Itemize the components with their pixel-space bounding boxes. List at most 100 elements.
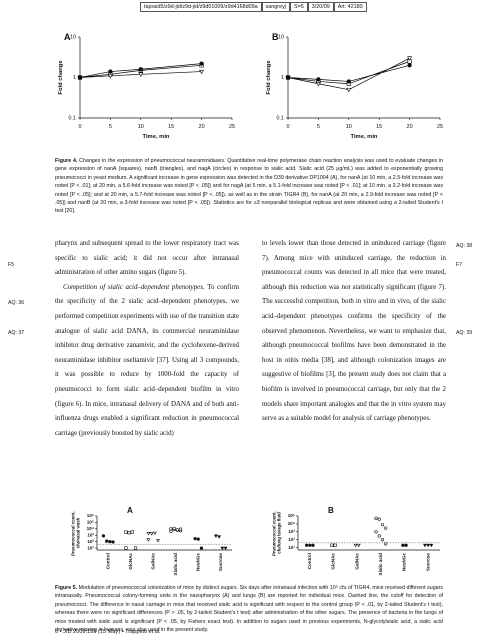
series-line bbox=[287, 57, 410, 91]
subheading: Competition of sialic acid–dependent phe… bbox=[63, 283, 205, 291]
data-point bbox=[404, 543, 408, 547]
y-tick-label: 10 bbox=[70, 34, 76, 40]
y-tick-label: 10³ bbox=[288, 529, 295, 534]
margin-note: AQ: 36 bbox=[8, 300, 25, 306]
margin-note: AQ: 38 bbox=[456, 243, 473, 249]
paragraph: to levels lower than those detected in u… bbox=[262, 240, 446, 423]
data-point bbox=[130, 530, 134, 534]
header-tag: S=5 bbox=[289, 2, 308, 12]
caption-label: Figure 5. bbox=[55, 585, 78, 591]
x-tick-label: 0 bbox=[286, 124, 289, 130]
series-line bbox=[79, 64, 202, 78]
data-point bbox=[356, 543, 361, 548]
category-label: Sucrose bbox=[218, 553, 223, 572]
data-point bbox=[108, 540, 112, 544]
data-point bbox=[124, 530, 128, 534]
paragraph: Competition of sialic acid–dependent phe… bbox=[55, 281, 239, 442]
header-tag: tapraid5/z9d-jid/z9d-jid/z9d01009/z9d416… bbox=[140, 2, 262, 12]
y-tick-label: 10⁴ bbox=[288, 521, 296, 526]
data-point bbox=[407, 56, 413, 61]
data-point bbox=[426, 543, 431, 548]
data-point bbox=[146, 538, 151, 542]
category-label: GlcNAc bbox=[128, 553, 133, 570]
proof-header: tapraid5/z9d-jid/z9d-jid/z9d01009/z9d416… bbox=[140, 2, 367, 12]
data-point bbox=[401, 543, 405, 547]
y-tick-label: 1 bbox=[281, 75, 284, 81]
page-footer: 6 • JID 2009:199 (15 May) • Trappetti et… bbox=[55, 629, 161, 635]
data-point bbox=[316, 77, 321, 82]
data-point bbox=[199, 69, 205, 75]
figure-caption: Figure 4. Changes in the expression of p… bbox=[55, 157, 443, 216]
category-label: Sucrose bbox=[425, 553, 430, 572]
x-tick-label: 25 bbox=[229, 124, 235, 130]
data-point bbox=[101, 534, 106, 538]
y-tick-label: 10⁵ bbox=[87, 520, 94, 525]
data-point bbox=[315, 82, 321, 87]
panel-label: A bbox=[127, 506, 133, 515]
header-tag: 3/20/09 bbox=[307, 2, 334, 12]
category-label: Sialic acid bbox=[378, 553, 383, 576]
data-point bbox=[374, 530, 378, 534]
data-point bbox=[138, 72, 144, 77]
data-point bbox=[377, 517, 381, 521]
data-point bbox=[138, 67, 143, 72]
y-tick-label: 10¹ bbox=[288, 545, 295, 550]
paragraph: pharynx and subsequent spread to the low… bbox=[55, 240, 239, 277]
data-point bbox=[285, 75, 291, 80]
data-point bbox=[193, 536, 197, 541]
category-label: GalNAc bbox=[354, 553, 359, 570]
series-line bbox=[287, 64, 410, 82]
data-point bbox=[108, 69, 113, 74]
x-tick-label: 5 bbox=[109, 124, 112, 130]
x-axis-label: Time, min bbox=[143, 134, 170, 140]
data-point bbox=[127, 531, 131, 535]
body-column: to levels lower than those detected in u… bbox=[262, 237, 446, 427]
data-point bbox=[111, 540, 115, 544]
data-point bbox=[407, 63, 412, 68]
margin-note: AQ: 37 bbox=[8, 330, 25, 336]
y-tick-label: 10¹ bbox=[87, 545, 94, 550]
category-label: Control bbox=[105, 553, 110, 569]
y-tick-label: 10 bbox=[278, 34, 284, 40]
header-tag: Art: 42180 bbox=[333, 2, 367, 12]
y-axis-label: Fold change bbox=[58, 60, 64, 95]
figure-caption: Figure 5. Modulation of pneumococcal col… bbox=[55, 584, 443, 634]
data-point bbox=[330, 543, 334, 547]
data-point bbox=[333, 543, 337, 547]
y-axis-label: Pneumococcal count, cfu/lung lavage flui… bbox=[271, 510, 281, 556]
x-tick-label: 10 bbox=[346, 124, 352, 130]
data-point bbox=[380, 523, 385, 527]
data-point bbox=[107, 74, 113, 79]
data-point bbox=[169, 527, 173, 531]
category-label: GlcNAc bbox=[331, 553, 336, 570]
data-point bbox=[377, 534, 381, 538]
y-tick-label: 10² bbox=[288, 537, 295, 542]
data-point bbox=[213, 534, 218, 538]
data-point bbox=[305, 543, 309, 547]
data-point bbox=[311, 543, 315, 547]
caption-label: Figure 4. bbox=[55, 158, 78, 164]
data-point bbox=[178, 527, 183, 531]
series-line bbox=[79, 71, 202, 78]
data-point bbox=[220, 546, 225, 551]
data-point bbox=[384, 526, 388, 530]
y-tick-label: 1 bbox=[73, 75, 76, 81]
y-tick-label: 10³ bbox=[87, 532, 94, 537]
body-column: pharynx and subsequent spread to the low… bbox=[55, 237, 239, 441]
x-tick-label: 10 bbox=[138, 124, 144, 130]
category-label: NeuNGc bbox=[195, 553, 200, 572]
y-axis-label: Fold change bbox=[266, 60, 272, 95]
panel-label: B bbox=[272, 32, 279, 42]
data-point bbox=[149, 532, 154, 536]
data-point bbox=[308, 543, 312, 547]
y-tick-label: 0.1 bbox=[276, 115, 284, 121]
data-point bbox=[196, 537, 200, 541]
category-label: Control bbox=[307, 553, 312, 569]
x-axis-label: Time, min bbox=[351, 134, 378, 140]
x-tick-label: 25 bbox=[437, 124, 443, 130]
data-point bbox=[423, 543, 427, 548]
x-tick-label: 20 bbox=[199, 124, 205, 130]
panel-label: B bbox=[328, 506, 334, 515]
